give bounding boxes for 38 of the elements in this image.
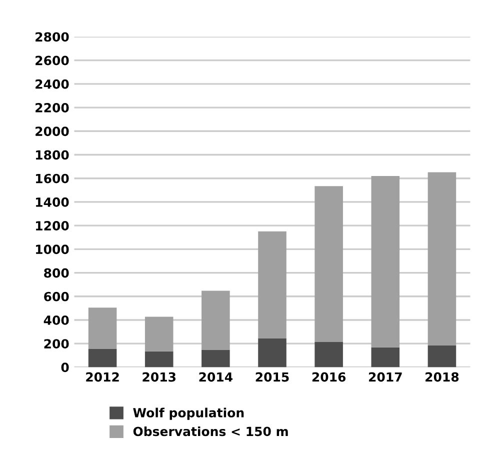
y-tick-label: 2800 xyxy=(36,32,69,42)
bar xyxy=(314,186,343,342)
bar xyxy=(258,338,286,368)
bar xyxy=(428,345,456,368)
y-tick-label: 200 xyxy=(44,339,69,349)
y-tick-label: 1200 xyxy=(36,221,69,230)
y-tick-label: 1000 xyxy=(36,244,69,254)
x-tick-label: 2012 xyxy=(86,372,119,382)
legend-label: Wolf population xyxy=(133,408,244,420)
bar xyxy=(428,172,456,346)
bar xyxy=(144,351,174,368)
bar xyxy=(202,350,230,368)
x-tick-label: 2013 xyxy=(142,372,176,382)
x-tick-label: 2017 xyxy=(368,372,402,382)
bar xyxy=(202,290,230,350)
y-tick-label: 600 xyxy=(44,292,69,302)
bar xyxy=(371,347,400,368)
y-tick-label: 2400 xyxy=(36,79,69,89)
bar xyxy=(88,308,117,350)
y-tick-label: 0 xyxy=(61,362,69,372)
bar xyxy=(371,176,400,348)
y-tick-label: 800 xyxy=(44,268,69,278)
y-tick-label: 1600 xyxy=(36,174,69,184)
y-tick-label: 2000 xyxy=(36,126,69,136)
y-tick-label: 400 xyxy=(44,315,69,325)
y-tick-label: 2200 xyxy=(36,103,69,112)
x-tick-label: 2015 xyxy=(256,372,289,382)
bar xyxy=(144,316,174,352)
x-tick-label: 2016 xyxy=(312,372,346,382)
legend-label: Observations < 150 m xyxy=(133,426,288,436)
bar xyxy=(258,231,286,339)
y-tick-label: 1800 xyxy=(36,150,69,160)
y-tick-label: 2600 xyxy=(36,56,69,66)
x-tick-label: 2014 xyxy=(199,372,232,382)
bar xyxy=(314,342,343,368)
y-tick-label: 1400 xyxy=(36,197,69,207)
x-tick-label: 2018 xyxy=(426,372,459,382)
bar xyxy=(88,349,117,368)
